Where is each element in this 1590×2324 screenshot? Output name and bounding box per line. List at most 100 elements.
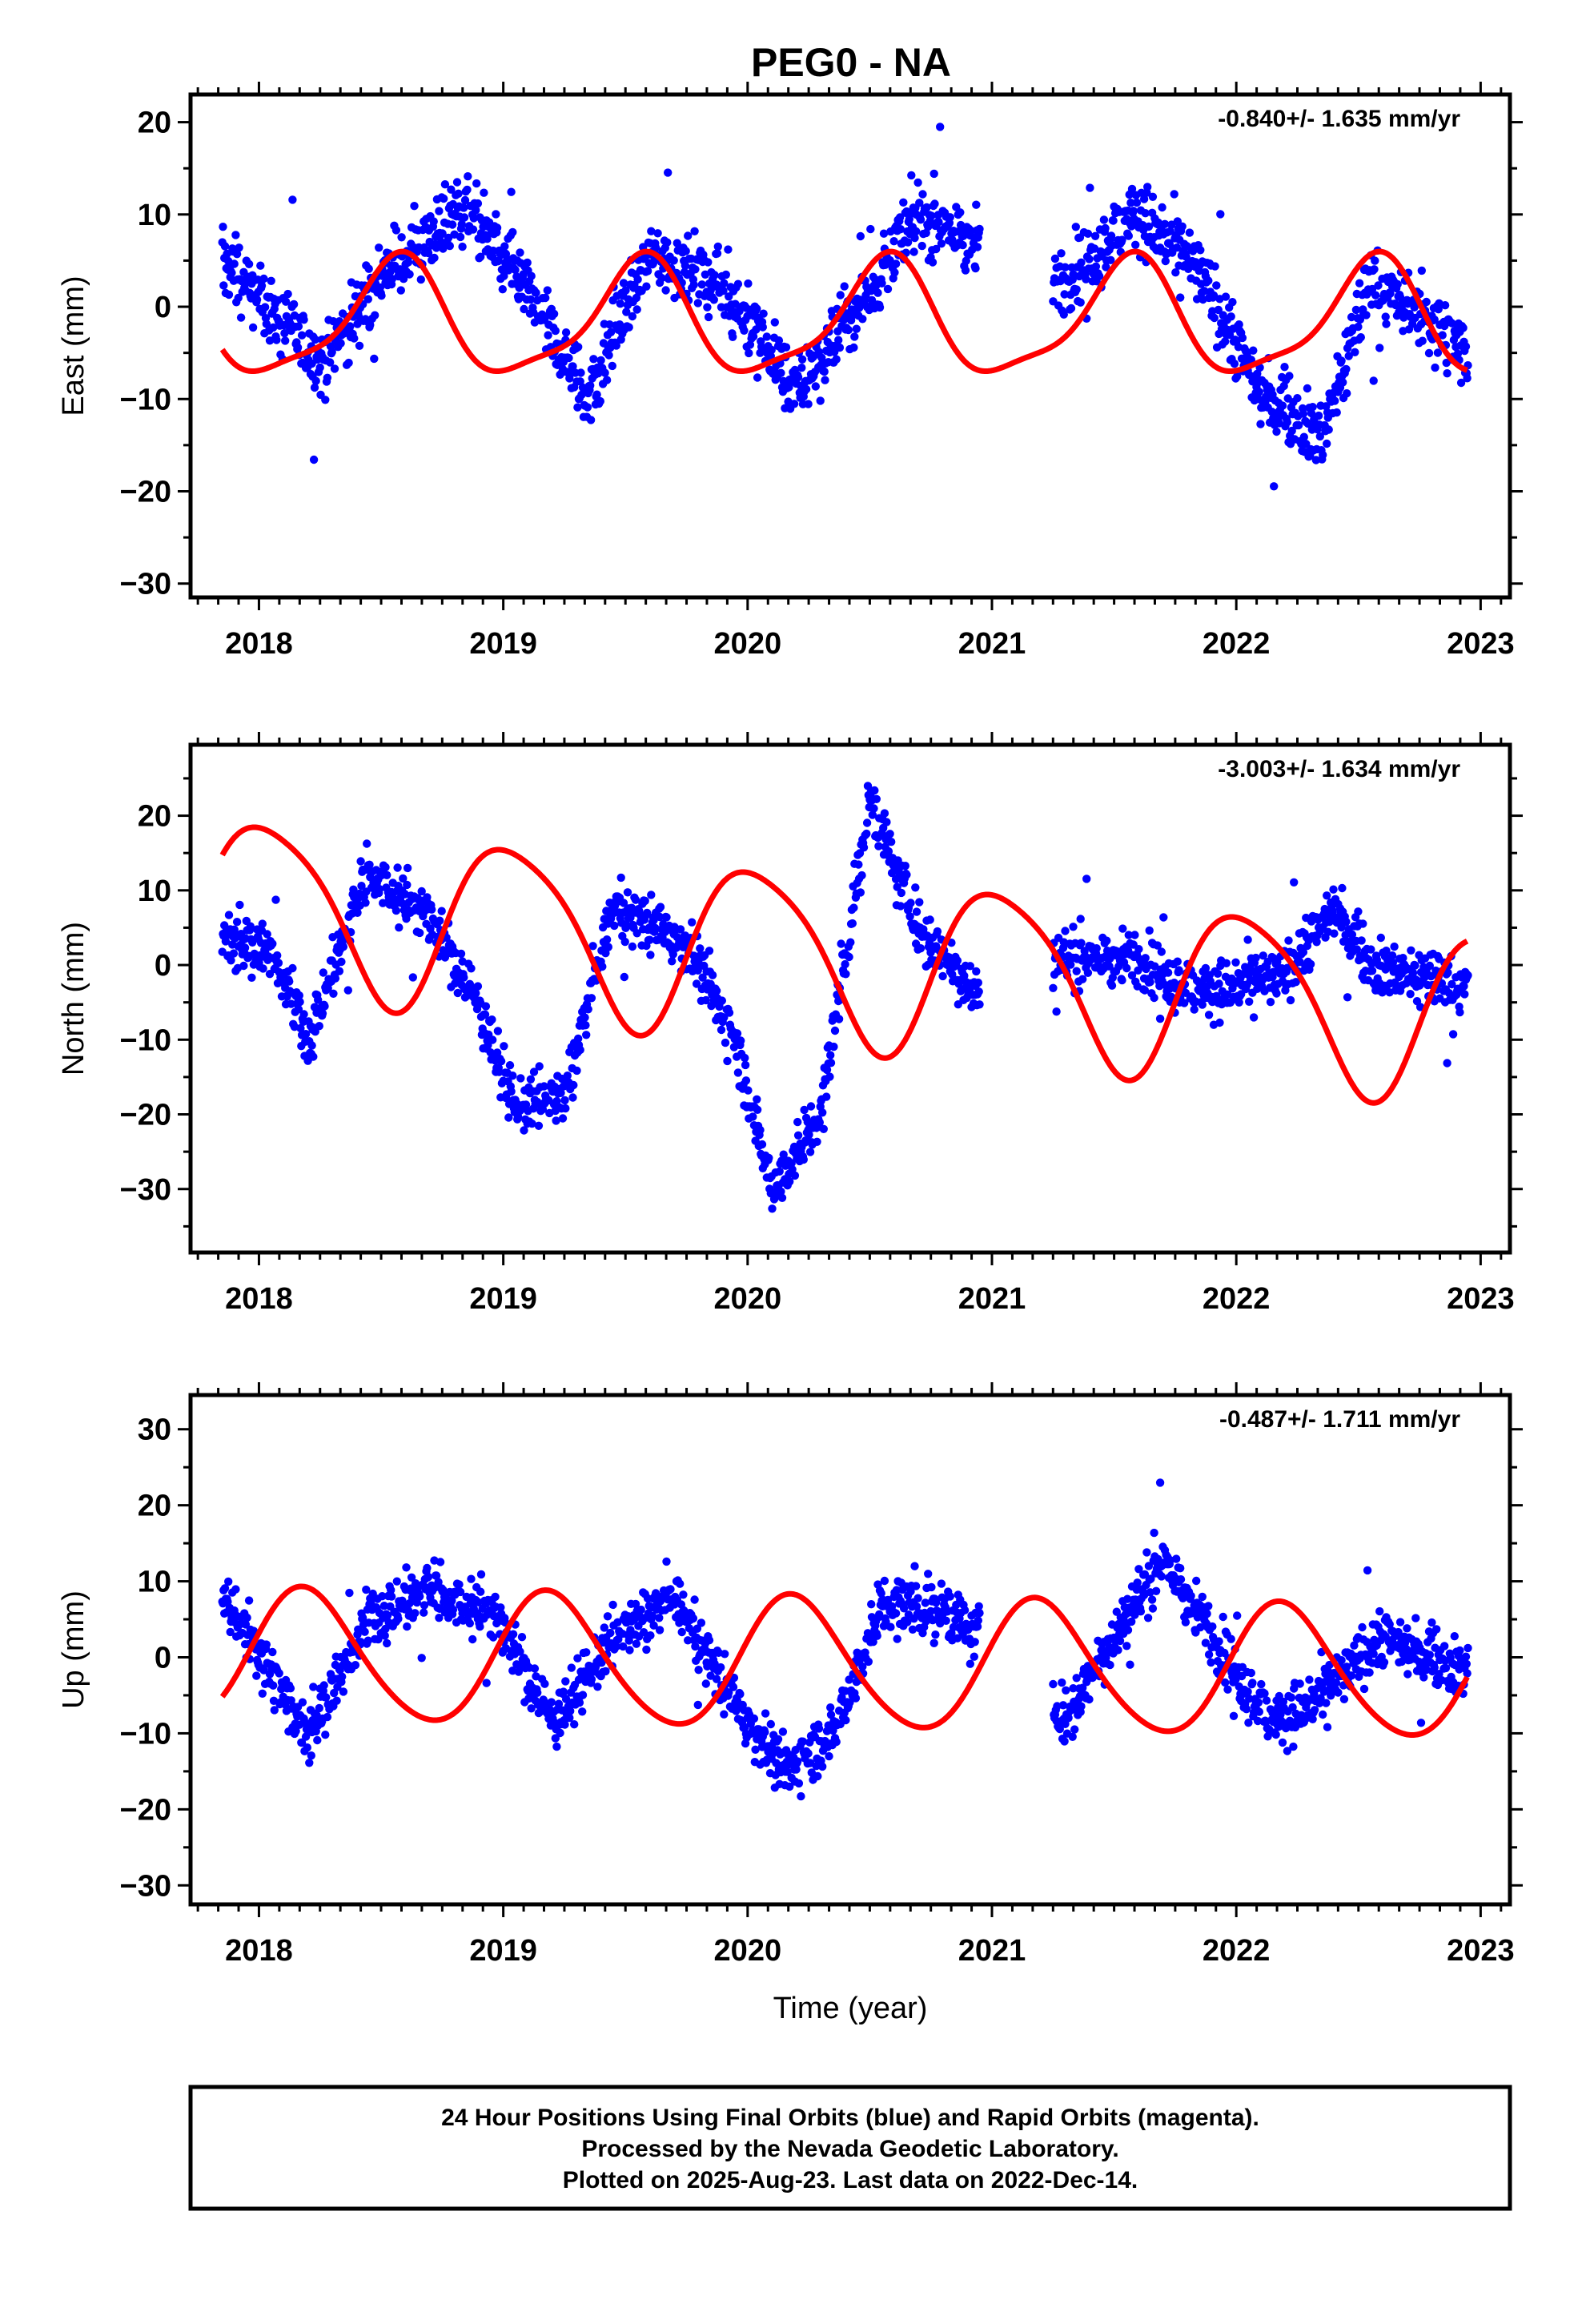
panel-north: 2018 2019 2020 2021 2022 2023−30−20−1001020No… — [57, 732, 1523, 1316]
observation-point — [1148, 1604, 1158, 1613]
observation-point — [619, 899, 628, 907]
observation-point — [661, 286, 670, 295]
observation-point — [859, 843, 869, 852]
observation-point — [852, 324, 861, 333]
observation-point — [315, 1703, 323, 1713]
observation-point — [1424, 348, 1434, 358]
observation-point — [297, 331, 307, 340]
rate-annotation: -0.840+/- 1.635 mm/yr — [1218, 106, 1460, 132]
observation-point — [561, 1677, 570, 1686]
observation-point — [910, 233, 919, 243]
observation-point — [1094, 271, 1104, 280]
observation-point — [391, 906, 401, 915]
observation-point — [327, 348, 336, 356]
observation-point — [500, 271, 508, 280]
observation-point — [885, 830, 894, 838]
observation-point — [507, 1087, 516, 1096]
observation-point — [938, 971, 947, 981]
observation-point — [580, 1013, 589, 1022]
observation-point — [1127, 1617, 1136, 1626]
observation-point — [1082, 275, 1090, 283]
observation-point — [1086, 183, 1094, 192]
observation-point — [1249, 346, 1258, 355]
observation-point — [973, 243, 982, 251]
observation-point — [600, 368, 609, 377]
observation-point — [1376, 933, 1386, 943]
observation-point — [1204, 1602, 1213, 1610]
observation-point — [697, 280, 706, 289]
observation-point — [1099, 215, 1109, 224]
observation-point — [394, 1614, 403, 1623]
observation-point — [891, 1609, 901, 1618]
observation-point — [975, 1000, 984, 1009]
observation-point — [1359, 919, 1367, 928]
observation-point — [816, 396, 825, 405]
observation-point — [258, 919, 267, 928]
observation-point — [1251, 953, 1260, 963]
observation-point — [643, 267, 652, 275]
observation-point — [351, 1661, 360, 1670]
observation-point — [1155, 1014, 1165, 1023]
observation-point — [837, 939, 845, 948]
observation-point — [1174, 966, 1183, 975]
observation-point — [301, 1030, 311, 1039]
observation-point — [836, 291, 845, 300]
observation-point — [1173, 957, 1182, 966]
observation-point — [766, 1719, 775, 1729]
observation-point — [429, 217, 438, 226]
observation-point — [586, 416, 596, 424]
observation-point — [476, 1570, 486, 1579]
observation-point — [1129, 207, 1138, 215]
observation-point — [1143, 1614, 1153, 1622]
observation-point — [508, 1630, 518, 1638]
observation-point — [318, 1009, 327, 1018]
observation-point — [295, 991, 303, 1000]
observation-point — [642, 1645, 651, 1655]
observation-point — [927, 1582, 936, 1592]
observation-point — [717, 996, 726, 1005]
observation-point — [521, 1100, 531, 1109]
observation-point — [224, 1577, 233, 1586]
observation-point — [259, 964, 267, 973]
observation-point — [336, 339, 345, 348]
observation-point — [889, 237, 898, 246]
observation-point — [438, 229, 447, 238]
observation-point — [737, 1036, 745, 1045]
observation-point — [777, 368, 785, 377]
observation-point — [231, 1585, 240, 1594]
observation-point — [596, 356, 605, 365]
observation-point — [819, 1124, 828, 1134]
observation-point — [309, 1683, 318, 1691]
observation-point — [1343, 389, 1351, 398]
observation-point — [491, 1592, 500, 1602]
observation-point — [903, 1618, 912, 1626]
observation-point — [813, 1771, 822, 1781]
observation-point — [1399, 954, 1407, 963]
observation-point — [794, 1779, 804, 1788]
observation-point — [903, 238, 913, 247]
observation-point — [520, 304, 528, 314]
observation-point — [311, 335, 319, 344]
observation-point — [1192, 1576, 1201, 1586]
observation-point — [343, 986, 352, 995]
observation-point — [1172, 1554, 1181, 1563]
observation-point — [572, 1066, 581, 1076]
observation-point — [946, 213, 955, 222]
observation-point — [269, 1681, 278, 1690]
observation-point — [1147, 1595, 1157, 1604]
observation-point — [1082, 875, 1091, 883]
observation-point — [1066, 304, 1076, 313]
observation-point — [1280, 363, 1289, 372]
observation-point — [356, 857, 365, 866]
observation-point — [767, 345, 776, 355]
observation-point — [1228, 298, 1237, 307]
observation-point — [856, 888, 865, 897]
observation-point — [1425, 961, 1435, 971]
observation-point — [1062, 1686, 1070, 1695]
observation-point — [608, 361, 616, 371]
observation-point — [797, 364, 806, 372]
observation-point — [375, 885, 384, 894]
observation-point — [570, 1720, 579, 1729]
observation-point — [1285, 372, 1294, 380]
observation-point — [1344, 352, 1353, 360]
